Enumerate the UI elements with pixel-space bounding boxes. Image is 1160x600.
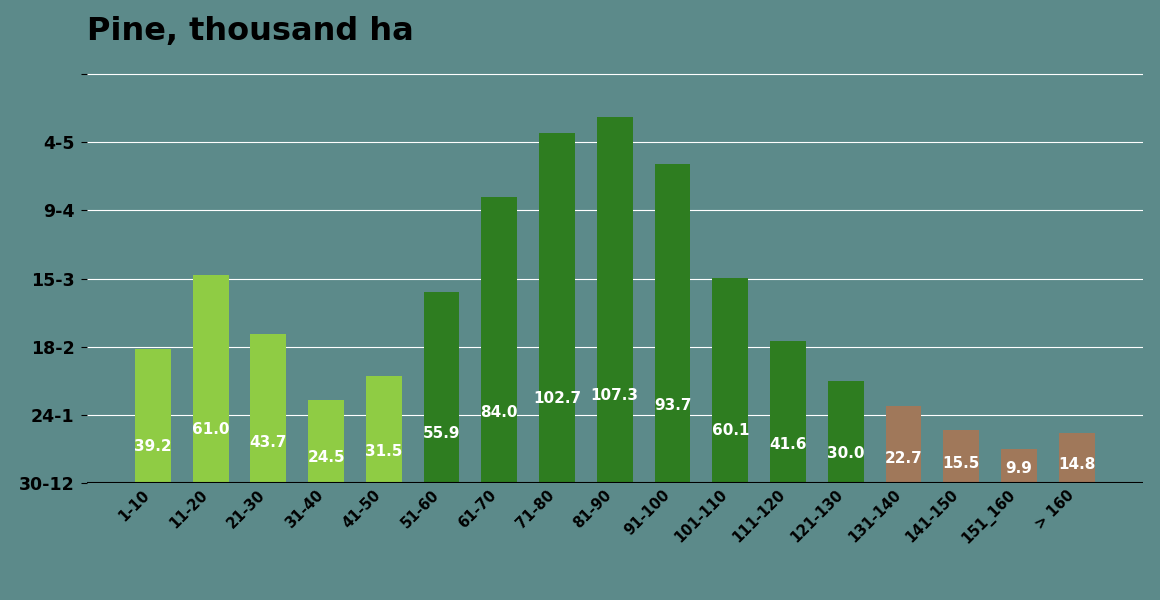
Text: 107.3: 107.3: [590, 388, 639, 403]
Bar: [309, 400, 345, 483]
Bar: [539, 133, 575, 483]
Text: 43.7: 43.7: [249, 435, 288, 450]
Text: 39.2: 39.2: [135, 439, 172, 454]
Bar: [193, 275, 229, 483]
Text: 61.0: 61.0: [191, 422, 230, 437]
Bar: [1001, 449, 1037, 483]
Bar: [654, 164, 690, 483]
Bar: [712, 278, 748, 483]
Text: 55.9: 55.9: [423, 426, 461, 441]
Text: 14.8: 14.8: [1058, 457, 1095, 472]
Bar: [481, 197, 517, 483]
Text: 24.5: 24.5: [307, 449, 345, 464]
Text: 31.5: 31.5: [365, 445, 403, 460]
Text: 102.7: 102.7: [532, 391, 581, 406]
Text: Pine, thousand ha: Pine, thousand ha: [87, 16, 414, 47]
Text: 30.0: 30.0: [827, 446, 864, 461]
Text: 15.5: 15.5: [943, 457, 980, 472]
Text: 9.9: 9.9: [1006, 461, 1032, 476]
Bar: [135, 349, 171, 483]
Bar: [943, 430, 979, 483]
Text: 60.1: 60.1: [711, 423, 749, 438]
Bar: [423, 292, 459, 483]
Bar: [365, 376, 401, 483]
Text: 84.0: 84.0: [480, 405, 519, 420]
Bar: [1059, 433, 1095, 483]
Bar: [828, 381, 864, 483]
Bar: [597, 118, 632, 483]
Text: 41.6: 41.6: [769, 437, 806, 452]
Bar: [251, 334, 287, 483]
Text: 22.7: 22.7: [885, 451, 922, 466]
Bar: [770, 341, 806, 483]
Text: 93.7: 93.7: [654, 398, 691, 413]
Bar: [885, 406, 921, 483]
